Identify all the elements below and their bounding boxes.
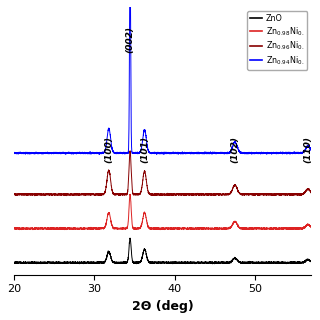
Text: (110): (110) — [304, 136, 313, 163]
Text: (002): (002) — [125, 27, 135, 53]
Text: (102): (102) — [230, 136, 239, 163]
X-axis label: 2Θ (deg): 2Θ (deg) — [132, 300, 194, 313]
Legend: ZnO, Zn$_{0.98}$Ni$_{0.}$, Zn$_{0.96}$Ni$_{0.}$, Zn$_{0.94}$Ni$_{0.}$: ZnO, Zn$_{0.98}$Ni$_{0.}$, Zn$_{0.96}$Ni… — [247, 11, 307, 70]
Text: (101): (101) — [140, 136, 149, 163]
Text: (100): (100) — [104, 136, 113, 163]
